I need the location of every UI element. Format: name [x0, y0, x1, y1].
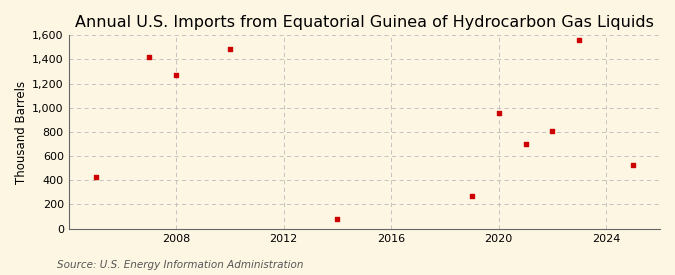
Text: Source: U.S. Energy Information Administration: Source: U.S. Energy Information Administ…: [57, 260, 304, 270]
Point: [90, 175, 101, 179]
Point: [466, 194, 477, 198]
Point: [332, 217, 343, 221]
Point: [144, 55, 155, 59]
Title: Annual U.S. Imports from Equatorial Guinea of Hydrocarbon Gas Liquids: Annual U.S. Imports from Equatorial Guin…: [75, 15, 654, 30]
Point: [171, 73, 182, 77]
Point: [628, 163, 639, 167]
Point: [574, 38, 585, 42]
Point: [547, 129, 558, 133]
Point: [493, 111, 504, 115]
Point: [520, 142, 531, 146]
Point: [225, 46, 236, 51]
Y-axis label: Thousand Barrels: Thousand Barrels: [15, 80, 28, 183]
